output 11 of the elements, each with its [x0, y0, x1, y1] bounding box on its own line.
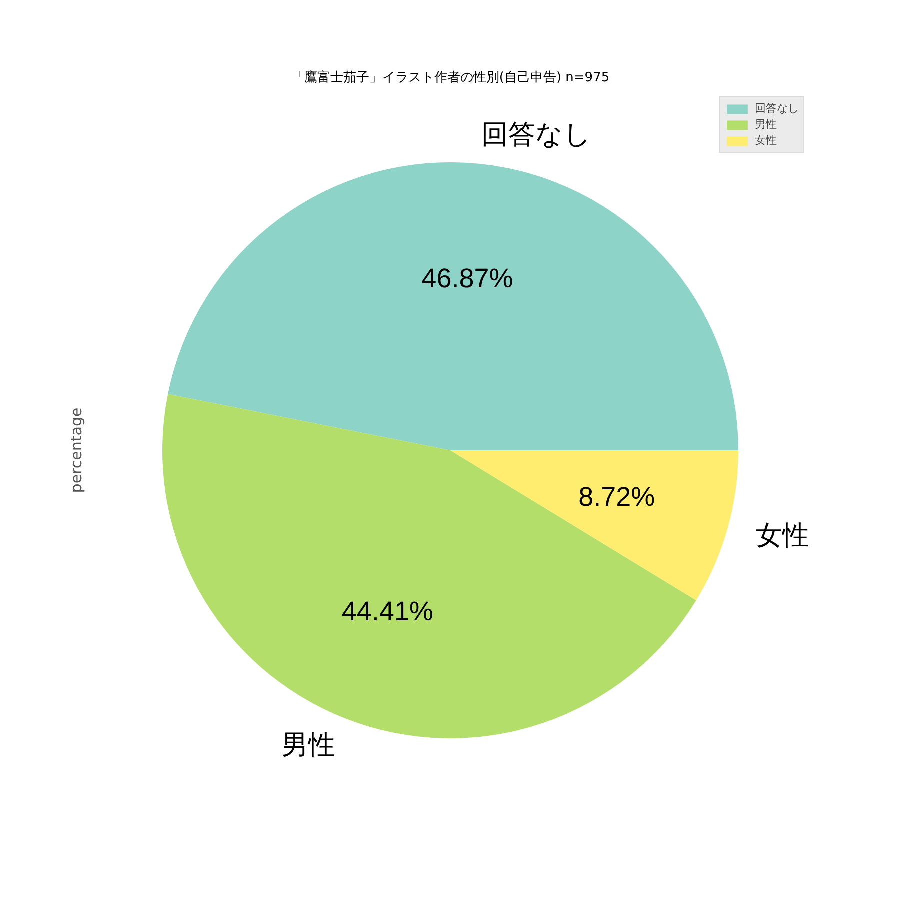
data-label: 8.72%	[578, 482, 656, 512]
slice-label: 女性	[755, 520, 810, 552]
data-label: 44.41%	[342, 596, 434, 626]
chart-title: 「鷹富士茄子」イラスト作者の性別(自己申告) n=975	[291, 70, 610, 86]
slice-label: 回答なし	[482, 120, 592, 151]
legend-label: 男性	[755, 117, 777, 132]
text: percentage	[68, 408, 86, 494]
legend-label: 女性	[755, 133, 777, 148]
slice-label: 男性	[281, 730, 336, 762]
data-label: 46.87%	[422, 264, 514, 294]
legend-label: 回答なし	[755, 101, 799, 116]
